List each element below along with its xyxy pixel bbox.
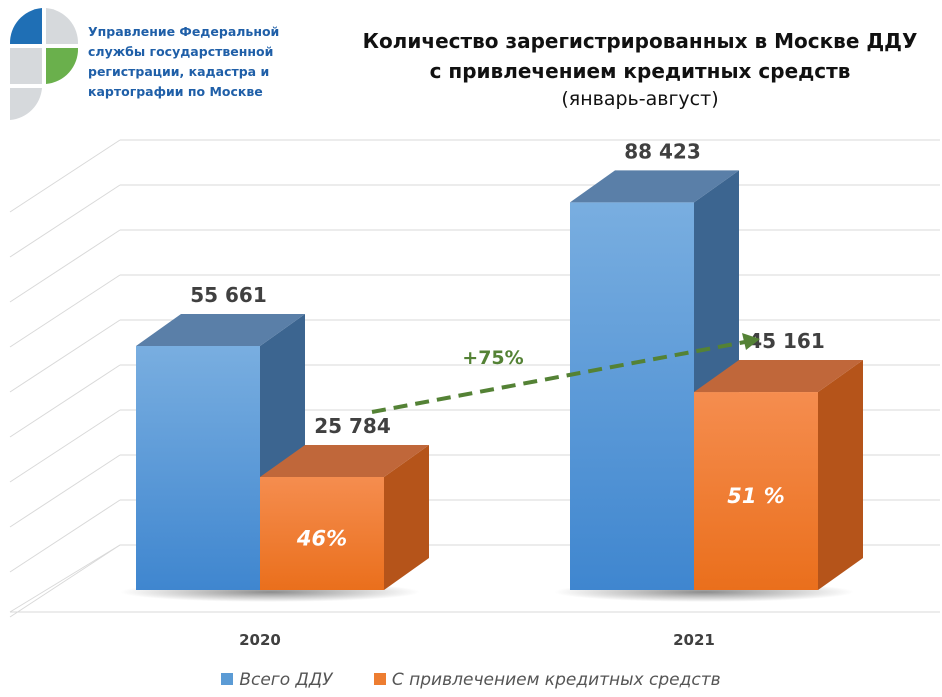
bar-front bbox=[136, 346, 260, 590]
arrow-head-icon bbox=[742, 333, 760, 350]
gridline-side bbox=[9, 409, 121, 483]
gridline-side bbox=[9, 544, 121, 618]
x-tick-label: 2020 bbox=[239, 631, 281, 649]
bar-top bbox=[260, 444, 429, 477]
gridline-side bbox=[9, 139, 121, 213]
legend-item-credit: С привлечением кредитных средств bbox=[373, 670, 721, 690]
bar-side bbox=[818, 360, 863, 590]
bar-credit-2021 bbox=[694, 360, 863, 590]
title-line-1: Количество зарегистрированных в Москве Д… bbox=[362, 29, 918, 53]
share-label: 51 % bbox=[727, 484, 785, 508]
x-tick-label: 2021 bbox=[673, 631, 715, 649]
bar-top bbox=[136, 314, 305, 346]
logo-icon bbox=[9, 8, 79, 120]
bar-front bbox=[260, 476, 384, 590]
gridline-side bbox=[9, 229, 121, 303]
legend-label: Всего ДДУ bbox=[239, 670, 333, 690]
gridline-side bbox=[9, 499, 121, 573]
bar-side bbox=[384, 444, 429, 590]
data-label: 88 423 bbox=[624, 139, 701, 163]
growth-arrow bbox=[371, 340, 746, 414]
data-label: 45 161 bbox=[748, 329, 825, 353]
bar-top bbox=[570, 170, 739, 203]
organization-name: Управление Федеральной службы государств… bbox=[88, 22, 279, 102]
legend-swatch bbox=[373, 673, 386, 685]
org-line: картографии по Москве bbox=[88, 84, 263, 99]
legend-item-total: Всего ДДУ bbox=[221, 670, 332, 690]
org-line: службы государственной bbox=[88, 44, 274, 59]
title-line-2: с привлечением кредитных средств bbox=[429, 59, 851, 83]
data-label: 55 661 bbox=[190, 283, 267, 307]
gridline-side bbox=[9, 319, 121, 393]
data-label: 25 784 bbox=[314, 414, 391, 438]
legend: Всего ДДУ С привлечением кредитных средс… bbox=[0, 670, 942, 690]
chart-title: Количество зарегистрированных в Москве Д… bbox=[340, 26, 940, 86]
chart-subtitle: (январь-август) bbox=[561, 88, 719, 110]
share-label: 46% bbox=[296, 526, 347, 550]
floor-edge bbox=[9, 544, 121, 613]
org-line: регистрации, кадастра и bbox=[88, 64, 270, 79]
gridline-side bbox=[9, 274, 121, 348]
gridline-side bbox=[9, 364, 121, 438]
bar-front bbox=[570, 202, 694, 590]
legend-swatch bbox=[221, 673, 234, 685]
bar-credit-2020 bbox=[260, 444, 429, 590]
gridline-side bbox=[9, 184, 121, 258]
growth-annotation: +75% bbox=[462, 347, 523, 369]
org-line: Управление Федеральной bbox=[88, 24, 280, 39]
bar-front bbox=[694, 392, 818, 590]
gridline-side bbox=[9, 454, 121, 528]
bar-top bbox=[694, 360, 863, 393]
legend-label: С привлечением кредитных средств bbox=[391, 670, 721, 690]
